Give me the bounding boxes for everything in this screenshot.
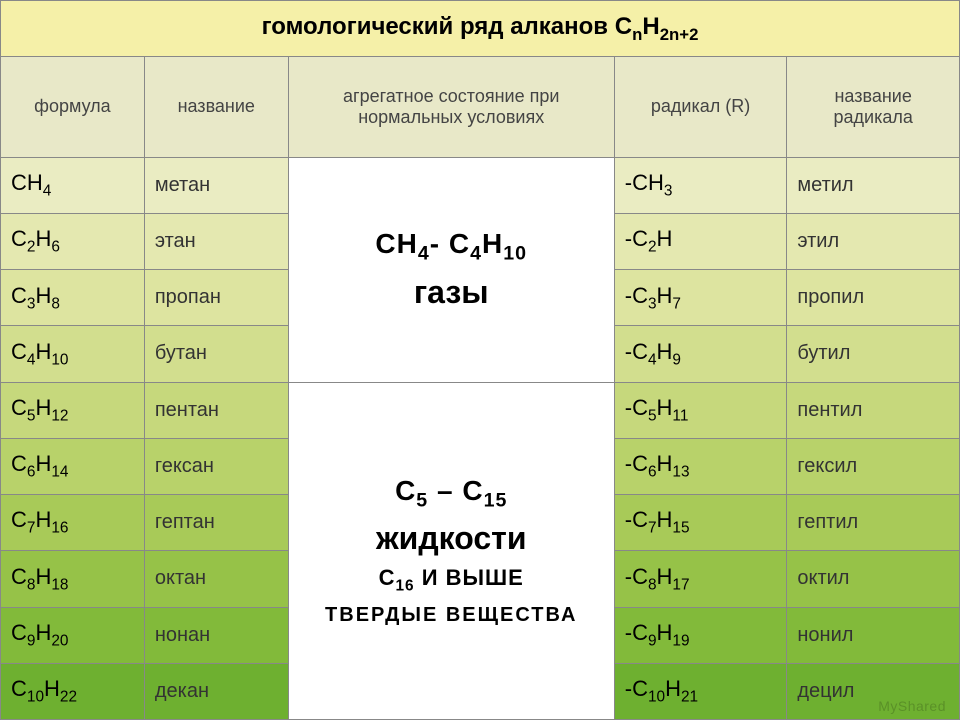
state-liquids-solids-cell: C5 – C15 жидкости C16 И ВЫШЕ ТВЕРДЫЕ ВЕЩ… — [288, 382, 614, 719]
formula-cell: C3H8 — [1, 270, 145, 326]
name-cell: пропан — [144, 270, 288, 326]
formula-cell: C2H6 — [1, 213, 145, 269]
radical-name-cell: октил — [787, 551, 960, 607]
radical-cell: -C6H13 — [614, 438, 787, 494]
formula-cell: C9H20 — [1, 607, 145, 663]
radical-name-cell: нонил — [787, 607, 960, 663]
radical-cell: -C3H7 — [614, 270, 787, 326]
radical-cell: -C8H17 — [614, 551, 787, 607]
radical-cell: -C5H11 — [614, 382, 787, 438]
radical-cell: -CH3 — [614, 157, 787, 213]
name-cell: гептан — [144, 495, 288, 551]
radical-cell: -C4H9 — [614, 326, 787, 382]
formula-cell: C6H14 — [1, 438, 145, 494]
name-cell: пентан — [144, 382, 288, 438]
radical-cell: -C2H5 — [614, 213, 787, 269]
title-row: гомологический ряд алканов CnH2n+2 — [1, 1, 960, 57]
formula-cell: C7H16 — [1, 495, 145, 551]
radical-cell: -C7H15 — [614, 495, 787, 551]
alkane-table-container: гомологический ряд алканов CnH2n+2 форму… — [0, 0, 960, 720]
table-row: C5H12пентан C5 – C15 жидкости C16 И ВЫШЕ… — [1, 382, 960, 438]
radical-name-cell: гексил — [787, 438, 960, 494]
header-row: формула название агрегатное состояние пр… — [1, 57, 960, 157]
name-cell: бутан — [144, 326, 288, 382]
formula-cell: CH4 — [1, 157, 145, 213]
name-cell: октан — [144, 551, 288, 607]
header-radical-name: название радикала — [787, 57, 960, 157]
radical-name-cell: пропил — [787, 270, 960, 326]
name-cell: этан — [144, 213, 288, 269]
header-radical: радикал (R) — [614, 57, 787, 157]
formula-cell: C10H22 — [1, 663, 145, 719]
state-gases-cell: CH4- C4H10 газы — [288, 157, 614, 382]
name-cell: нонан — [144, 607, 288, 663]
table-row: CH4метан CH4- C4H10 газы -CH3метил — [1, 157, 960, 213]
radical-name-cell: пентил — [787, 382, 960, 438]
radical-cell: -C9H19 — [614, 607, 787, 663]
name-cell: гексан — [144, 438, 288, 494]
formula-cell: C5H12 — [1, 382, 145, 438]
radical-name-cell: гептил — [787, 495, 960, 551]
radical-name-cell: метил — [787, 157, 960, 213]
formula-cell: C8H18 — [1, 551, 145, 607]
header-state: агрегатное состояние при нормальных усло… — [288, 57, 614, 157]
radical-name-cell: бутил — [787, 326, 960, 382]
radical-name-cell: этил — [787, 213, 960, 269]
radical-cell: -C10H21 — [614, 663, 787, 719]
watermark: MyShared — [878, 698, 946, 714]
alkane-table: гомологический ряд алканов CnH2n+2 форму… — [0, 0, 960, 720]
name-cell: метан — [144, 157, 288, 213]
name-cell: декан — [144, 663, 288, 719]
header-formula: формула — [1, 57, 145, 157]
table-title: гомологический ряд алканов CnH2n+2 — [1, 1, 960, 57]
header-name: название — [144, 57, 288, 157]
formula-cell: C4H10 — [1, 326, 145, 382]
